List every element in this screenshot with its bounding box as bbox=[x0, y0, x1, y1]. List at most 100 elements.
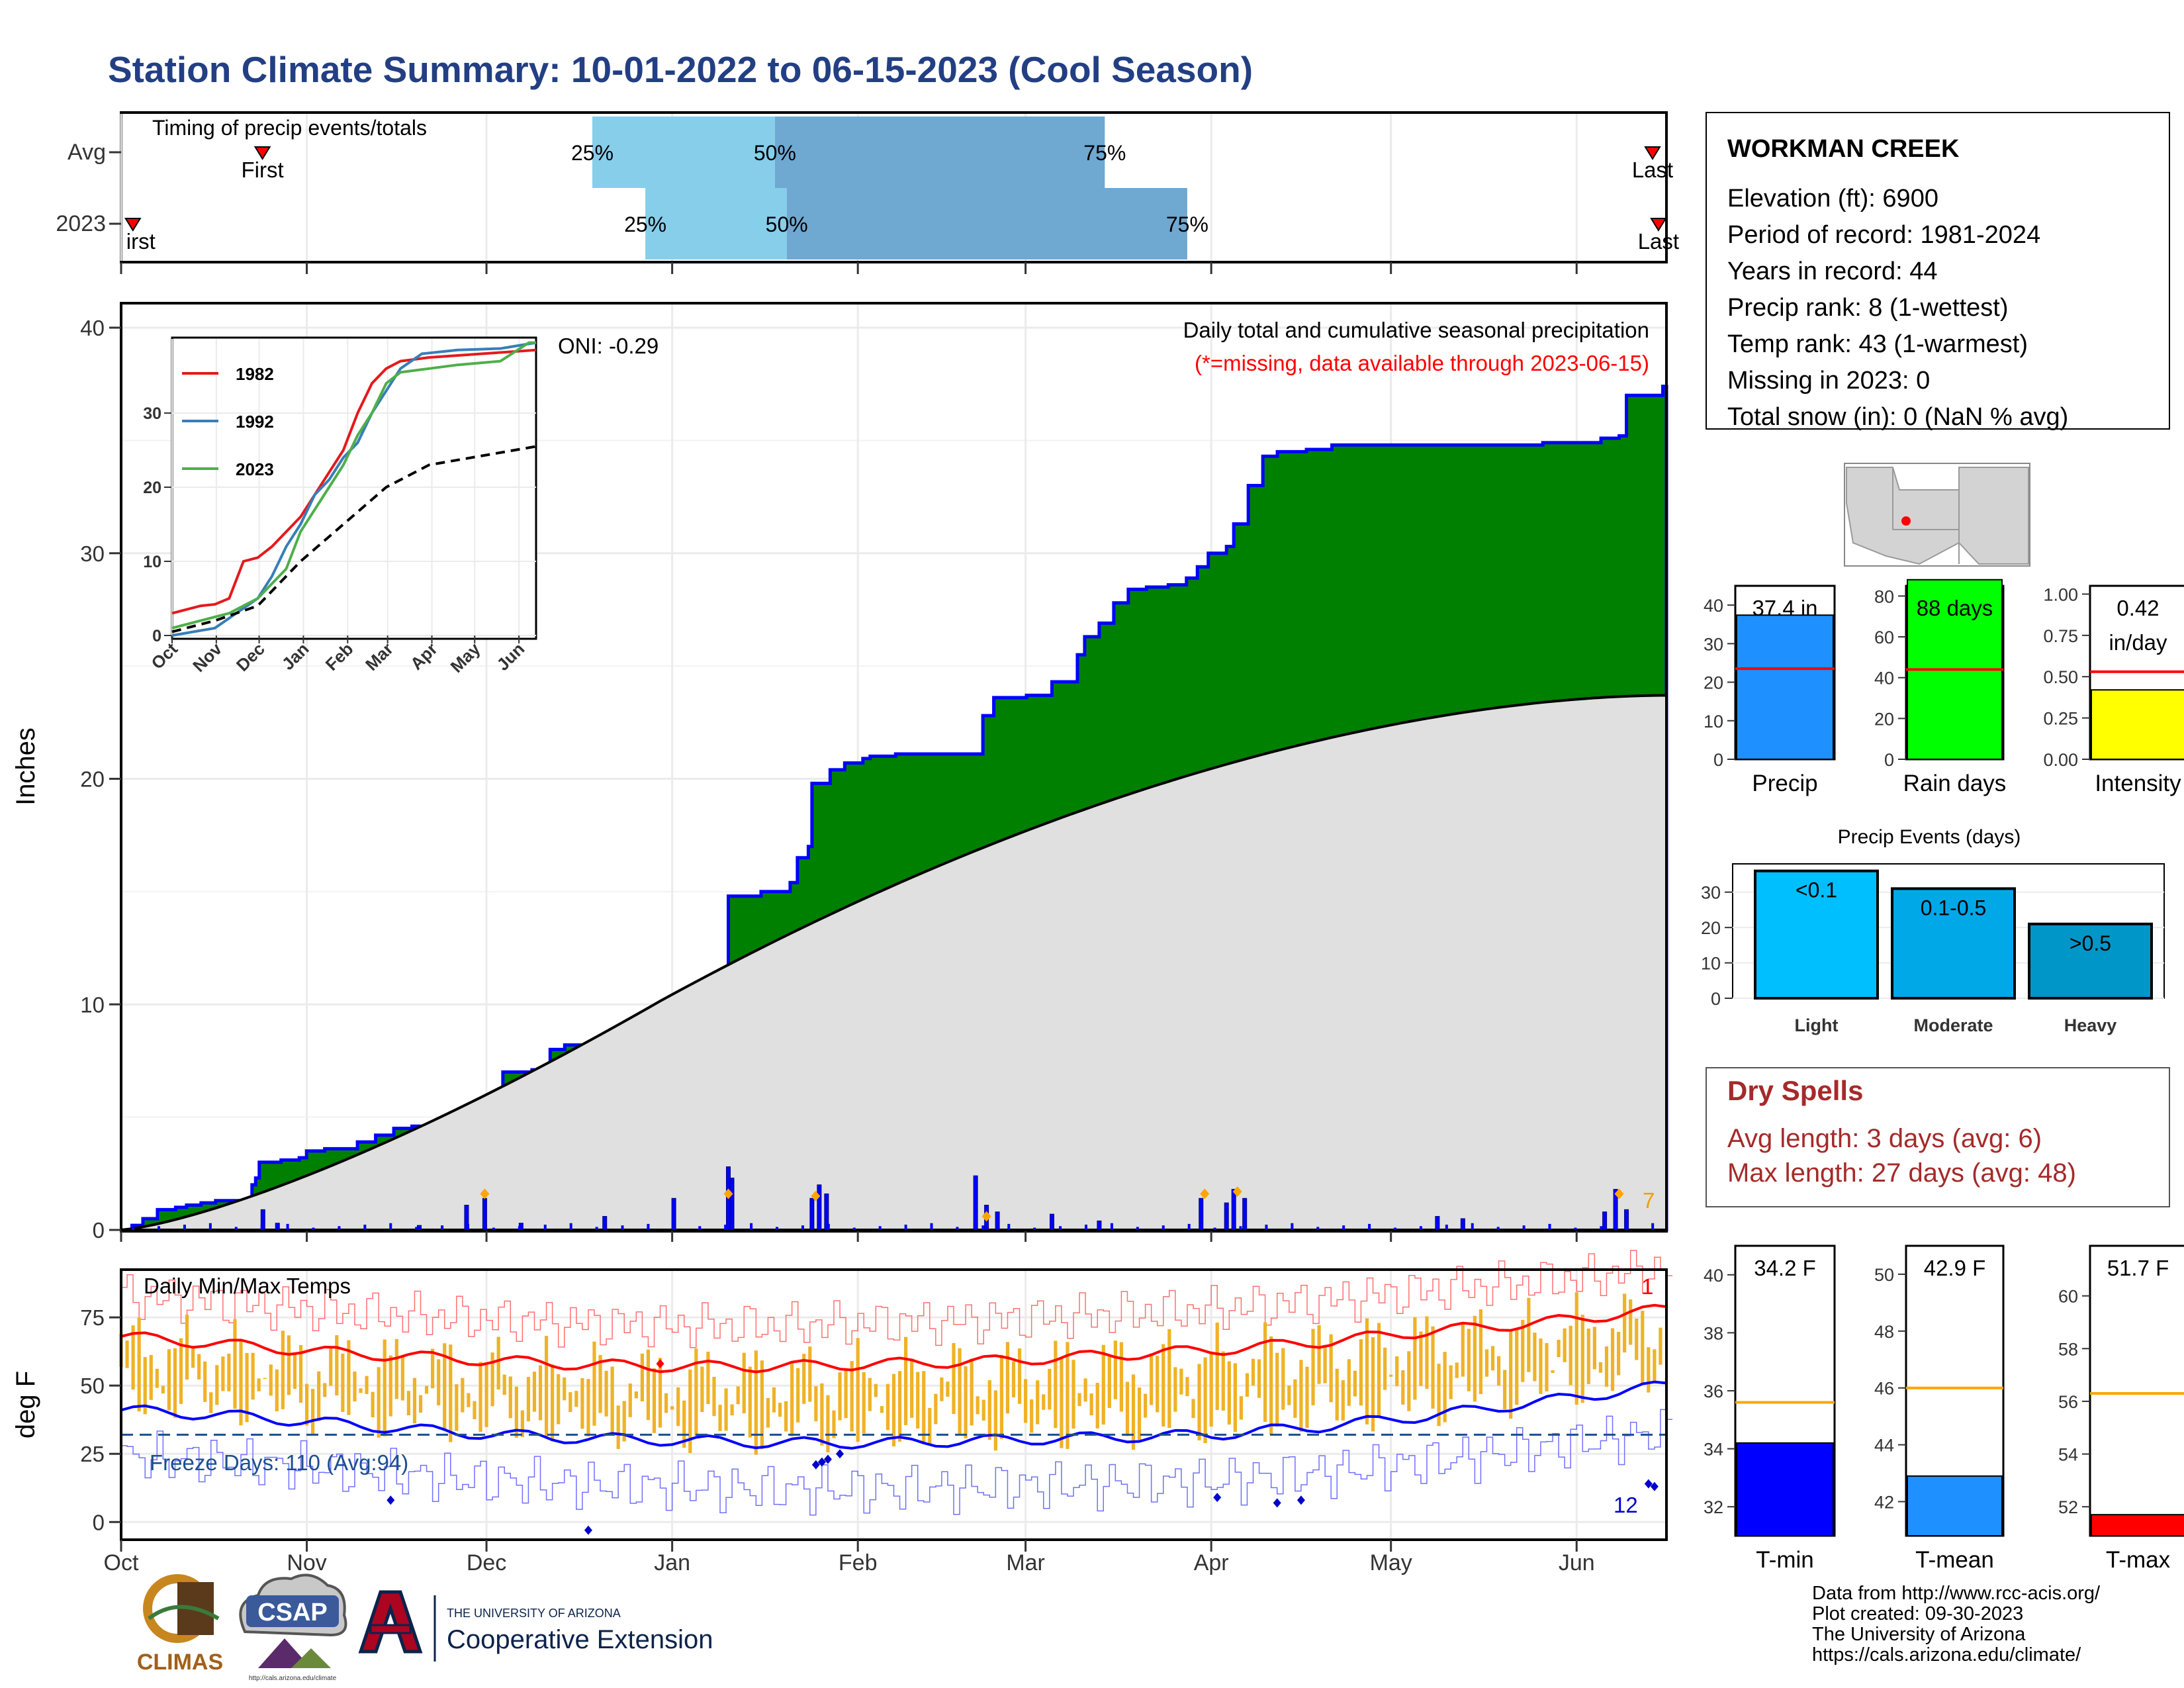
daily-precip-bar bbox=[595, 1227, 598, 1230]
daily-temp-bar bbox=[1341, 1380, 1345, 1421]
daily-temp-bar bbox=[1484, 1349, 1489, 1377]
daily-temp-bar bbox=[1101, 1344, 1105, 1425]
daily-precip-bar bbox=[1007, 1223, 1011, 1230]
daily-precip-bar bbox=[1136, 1227, 1139, 1230]
daily-temp-bar bbox=[574, 1391, 578, 1407]
temp-2-bar bbox=[2091, 1514, 2184, 1537]
temp-ytick-label: 75 bbox=[80, 1305, 105, 1330]
daily-temp-bar bbox=[1011, 1361, 1016, 1397]
daily-temp-bar bbox=[592, 1341, 596, 1426]
temp-1-chart: 42 44 46 48 50 42.9 F T-mean bbox=[1874, 1244, 2005, 1573]
daily-precip-bar bbox=[995, 1211, 1000, 1231]
daily-temp-bar bbox=[1503, 1370, 1507, 1409]
daily-temp-bar bbox=[490, 1352, 494, 1407]
daily-precip-bar bbox=[809, 1197, 815, 1231]
daily-precip-bar bbox=[312, 1227, 315, 1230]
university-of-arizona-logo: THE UNIVERSITY OF ARIZONA Cooperative Ex… bbox=[358, 1590, 713, 1662]
daily-precip-bar bbox=[1522, 1225, 1525, 1230]
daily-precip-bar bbox=[1445, 1225, 1448, 1230]
month-label: Oct bbox=[104, 1550, 139, 1575]
daily-temp-bar bbox=[1227, 1361, 1231, 1425]
daily-temp-bar bbox=[335, 1335, 339, 1396]
daily-temp-bar bbox=[1437, 1364, 1441, 1427]
daily-temp-bar bbox=[455, 1384, 459, 1431]
inset-ytick-label: 20 bbox=[143, 479, 161, 497]
daily-temp-bar bbox=[557, 1374, 561, 1425]
totals-1-chart: 0 20 40 60 80 88 days Rain days bbox=[1874, 579, 2006, 796]
count-top: 1 bbox=[1641, 1274, 1653, 1299]
temp-ytick-label: 50 bbox=[80, 1374, 105, 1398]
daily-temp-bar bbox=[1473, 1315, 1477, 1402]
daily-precip-bar bbox=[750, 1223, 753, 1230]
daily-temp-bar bbox=[1083, 1378, 1087, 1402]
timing-pct-label: 75% bbox=[1166, 212, 1208, 236]
daily-temp-bar bbox=[981, 1399, 985, 1421]
events-ytick-label: 0 bbox=[1711, 989, 1721, 1009]
page-title: Station Climate Summary: 10-01-2022 to 0… bbox=[108, 49, 1253, 90]
daily-temp-bar bbox=[610, 1366, 614, 1435]
seasonal-totals-charts: 0 10 20 30 40 37.4 in Precip 0 20 40 60 80 88 days Ra… bbox=[1704, 579, 2184, 796]
daily-temp-bar bbox=[394, 1338, 398, 1399]
daily-precip-bar bbox=[1265, 1225, 1268, 1230]
last-event-marker bbox=[1644, 146, 1661, 160]
daily-temp-bar bbox=[1066, 1342, 1069, 1449]
daily-precip-bar bbox=[672, 1227, 676, 1230]
daily-temp-bar bbox=[952, 1342, 956, 1414]
daily-temp-bar bbox=[598, 1355, 602, 1413]
station-info-box: WORKMAN CREEK Elevation (ft): 6900 Period… bbox=[1706, 112, 2170, 431]
record-low-marker bbox=[1297, 1495, 1305, 1505]
daily-temp-bar bbox=[298, 1344, 303, 1403]
precip-panel: 0 10 20 30 40 Daily total and cumulative sea… bbox=[11, 302, 1668, 1243]
daily-temp-bar bbox=[431, 1348, 435, 1389]
temp-1-ytick-label: 44 bbox=[1874, 1436, 1894, 1456]
daily-temp-bar bbox=[916, 1372, 920, 1429]
temp-1-ytick-label: 50 bbox=[1874, 1265, 1894, 1285]
totals-0-ytick-label: 0 bbox=[1713, 750, 1723, 770]
daily-temp-bar bbox=[1490, 1346, 1495, 1371]
daily-temp-bar bbox=[1089, 1393, 1093, 1416]
first-event-marker bbox=[253, 146, 271, 160]
daily-temp-bar bbox=[520, 1410, 524, 1437]
daily-temp-bar bbox=[724, 1388, 728, 1431]
daily-precip-bar bbox=[234, 1227, 238, 1230]
daily-precip-bar bbox=[1368, 1223, 1371, 1230]
timing-pct-label: 50% bbox=[754, 141, 796, 165]
daily-temp-bar bbox=[388, 1355, 392, 1417]
temp-1-bar bbox=[1907, 1475, 2003, 1536]
daily-temp-bar bbox=[400, 1357, 404, 1401]
daily-temp-bar bbox=[634, 1391, 638, 1399]
daily-temp-bar bbox=[1377, 1323, 1381, 1416]
totals-1-ytick-label: 0 bbox=[1884, 750, 1894, 770]
daily-temp-bar bbox=[616, 1405, 620, 1449]
daily-temp-bar bbox=[1623, 1293, 1627, 1353]
daily-temp-bar bbox=[1209, 1351, 1213, 1427]
record-low-marker bbox=[1644, 1479, 1653, 1489]
inset-legend-label: 1982 bbox=[236, 364, 274, 384]
daily-temp-bar bbox=[406, 1391, 411, 1416]
daily-precip-bar bbox=[602, 1216, 608, 1231]
daily-temp-bar bbox=[1275, 1352, 1279, 1427]
daily-temp-bar bbox=[1329, 1334, 1333, 1403]
temp-2-ytick-label: 56 bbox=[2058, 1392, 2078, 1412]
daily-temp-bar bbox=[922, 1371, 926, 1444]
daily-precip-bar bbox=[1548, 1223, 1551, 1230]
csap-logo-url: http://cals.arizona.edu/climate bbox=[249, 1675, 337, 1682]
daily-precip-bar bbox=[621, 1225, 624, 1230]
daily-temp-bar bbox=[1521, 1319, 1525, 1382]
daily-temp-bar bbox=[1071, 1360, 1075, 1429]
snow-marker bbox=[1232, 1186, 1242, 1197]
events-ytick-label: 10 bbox=[1701, 954, 1721, 974]
daily-temp-bar bbox=[940, 1377, 944, 1401]
daily-temp-bar bbox=[1467, 1329, 1471, 1391]
daily-temp-bar bbox=[347, 1340, 351, 1415]
month-label: Dec bbox=[467, 1550, 506, 1575]
daily-temp-bar bbox=[1239, 1396, 1244, 1420]
daily-temp-bar bbox=[1407, 1351, 1411, 1411]
daily-temp-bar bbox=[850, 1361, 854, 1432]
daily-temp-bar bbox=[862, 1372, 866, 1434]
station-info-line: Period of record: 1981-2024 bbox=[1727, 221, 2040, 249]
daily-precip-bar bbox=[724, 1225, 727, 1230]
temp-2-chart: 52 54 56 58 60 51.7 F T-max bbox=[2058, 1244, 2184, 1573]
daily-temp-bar bbox=[161, 1385, 165, 1393]
events-category-label: Heavy bbox=[2064, 1015, 2117, 1035]
